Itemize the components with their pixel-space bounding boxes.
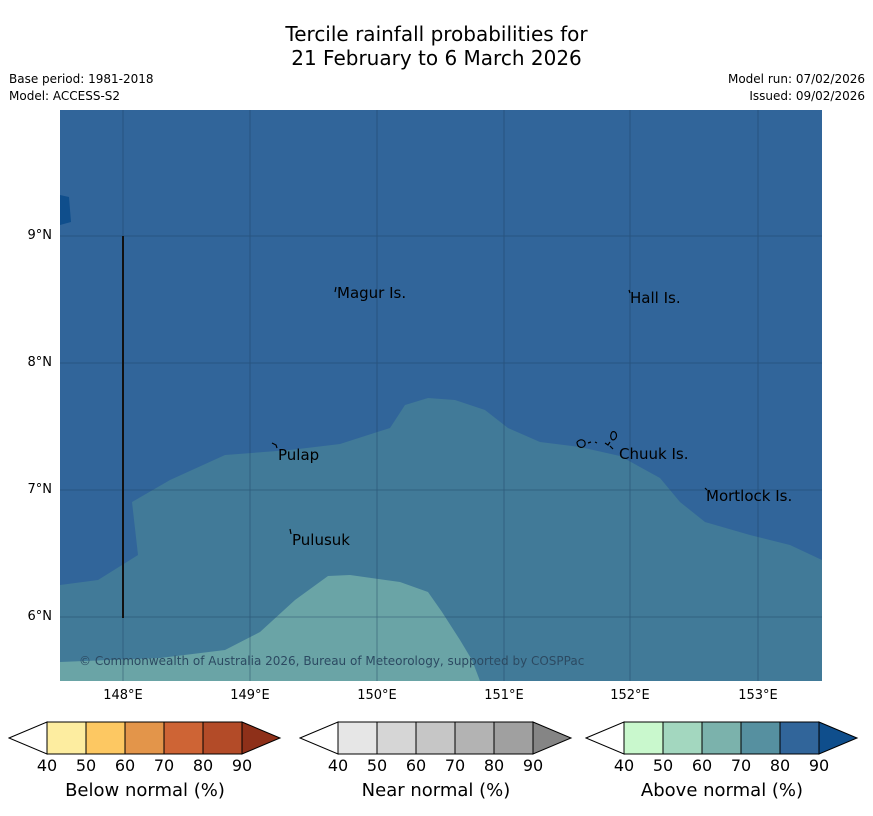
colorbar-near-seg-70-80 — [454, 721, 495, 755]
island-pulap — [271, 442, 278, 449]
colorbar-below-tick: 50 — [75, 756, 97, 775]
island-hall — [628, 289, 631, 294]
colorbar-near-tick: 80 — [483, 756, 505, 775]
colorbar-near-high-arrow — [532, 721, 573, 755]
colorbar-near-tick: 90 — [522, 756, 544, 775]
lat-label-9n: 9°N — [27, 228, 53, 243]
colorbar-near-seg-80-90 — [493, 721, 534, 755]
region-above-60 — [60, 575, 480, 681]
colorbar-below-label: Below normal (%) — [65, 780, 225, 801]
lon-label-150: 150°E — [357, 688, 397, 703]
place-chuuk: Chuuk Is. — [619, 445, 689, 463]
colorbar-below-low-arrow — [8, 721, 48, 755]
colorbar-near-tick: 50 — [366, 756, 388, 775]
model-run: Model run: 07/02/2026 — [727, 72, 865, 86]
graticule — [60, 110, 822, 681]
colorbar-below-high-arrow — [241, 721, 282, 755]
colorbar-below-tick: 40 — [36, 756, 58, 775]
colorbar-near-tick: 40 — [327, 756, 349, 775]
colorbar-above-seg-80-90 — [779, 721, 820, 755]
colorbar-above-low-arrow — [585, 721, 625, 755]
colorbar-near-low-arrow — [299, 721, 339, 755]
colorbar-above-tick: 70 — [730, 756, 752, 775]
base-period: Base period: 1981-2018 — [9, 72, 154, 86]
island-mortlock — [704, 487, 708, 491]
meta-right: Model run: 07/02/2026 Issued: 09/02/2026 — [728, 71, 865, 105]
colorbar-above-tick: 40 — [613, 756, 635, 775]
colorbar-above-seg-40-50 — [623, 721, 664, 755]
colorbar-above-tick: 90 — [808, 756, 830, 775]
map-panel — [60, 110, 822, 681]
lon-label-153: 153°E — [738, 688, 778, 703]
colorbar-above-seg-60-70 — [701, 721, 742, 755]
colorbar-above-high-arrow — [818, 721, 859, 755]
colorbar-below-seg-40-50 — [46, 721, 87, 755]
colorbar-near-seg-40-50 — [337, 721, 378, 755]
lat-label-8n: 8°N — [27, 355, 53, 370]
colorbar-near — [299, 721, 573, 755]
colorbar-below-seg-70-80 — [163, 721, 204, 755]
colorbar-below — [8, 721, 282, 755]
title-line-1: Tercile rainfall probabilities for — [285, 22, 588, 46]
colorbar-above-label: Above normal (%) — [640, 780, 804, 801]
colorbar-below-seg-50-60 — [85, 721, 126, 755]
colorbar-near-label: Near normal (%) — [361, 780, 511, 801]
place-mortlock: Mortlock Is. — [706, 487, 793, 505]
place-magur: Magur Is. — [337, 284, 407, 302]
lat-label-6n: 6°N — [27, 609, 53, 624]
island-pulusuk — [289, 528, 292, 535]
island-chuuk — [576, 431, 618, 450]
region-above-90 — [60, 195, 71, 225]
meta-left: Base period: 1981-2018 Model: ACCESS-S2 — [9, 71, 154, 105]
colorbar-near-tick: 60 — [405, 756, 427, 775]
place-pulap: Pulap — [278, 446, 320, 464]
lon-label-152: 152°E — [610, 688, 650, 703]
map-canvas — [60, 110, 822, 681]
colorbar-below-tick: 60 — [114, 756, 136, 775]
colorbar-above-seg-70-80 — [740, 721, 781, 755]
colorbar-below-seg-60-70 — [124, 721, 165, 755]
colorbar-above — [585, 721, 859, 755]
colorbar-below-seg-80-90 — [202, 721, 243, 755]
colorbar-below-tick: 90 — [231, 756, 253, 775]
colorbar-above-seg-50-60 — [662, 721, 703, 755]
island-magur — [334, 286, 337, 293]
lon-label-149: 149°E — [230, 688, 270, 703]
colorbar-above-tick: 50 — [652, 756, 674, 775]
model-name: Model: ACCESS-S2 — [9, 89, 121, 103]
colorbar-near-tick: 70 — [444, 756, 466, 775]
lon-label-148: 148°E — [103, 688, 143, 703]
place-pulusuk: Pulusuk — [292, 531, 350, 549]
map-title: Tercile rainfall probabilities for 21 Fe… — [0, 22, 873, 70]
islands — [271, 286, 708, 535]
colorbar-above-tick: 80 — [769, 756, 791, 775]
copyright-notice: © Commonwealth of Australia 2026, Bureau… — [79, 654, 585, 668]
colorbar-near-seg-50-60 — [376, 721, 417, 755]
colorbar-below-tick: 70 — [153, 756, 175, 775]
place-hall: Hall Is. — [630, 289, 681, 307]
colorbar-below-tick: 80 — [192, 756, 214, 775]
region-above-70 — [60, 398, 822, 681]
lat-label-7n: 7°N — [27, 482, 53, 497]
lon-label-151: 151°E — [484, 688, 524, 703]
colorbar-above-tick: 60 — [691, 756, 713, 775]
issued-date: Issued: 09/02/2026 — [749, 89, 865, 103]
colorbar-near-seg-60-70 — [415, 721, 456, 755]
title-line-2: 21 February to 6 March 2026 — [291, 46, 582, 70]
